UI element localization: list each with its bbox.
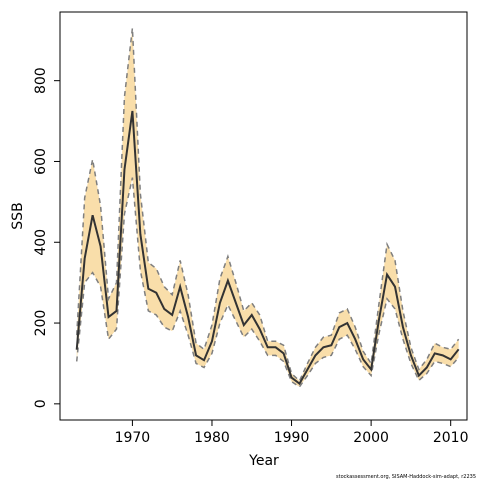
x-tick-label: 1970 <box>115 430 151 446</box>
y-axis-label: SSB <box>10 202 26 229</box>
y-tick-label: 800 <box>33 67 49 94</box>
upper-bound <box>75 28 460 383</box>
x-tick-label: 2000 <box>353 430 389 446</box>
lower-bound <box>75 177 460 388</box>
confidence-band <box>76 28 459 387</box>
x-axis-label: Year <box>248 453 279 469</box>
x-tick-label: 2010 <box>433 430 469 446</box>
x-tick-label: 1980 <box>194 430 230 446</box>
line <box>75 110 460 386</box>
y-tick-label: 200 <box>33 310 49 337</box>
footnote: stockassessment.org, SISAM-Haddock-sim-a… <box>336 474 476 480</box>
y-tick-label: 0 <box>33 399 49 408</box>
y-tick-label: 400 <box>33 229 49 256</box>
x-tick-label: 1990 <box>274 430 310 446</box>
plot-frame <box>59 11 468 421</box>
y-tick-label: 600 <box>33 148 49 175</box>
